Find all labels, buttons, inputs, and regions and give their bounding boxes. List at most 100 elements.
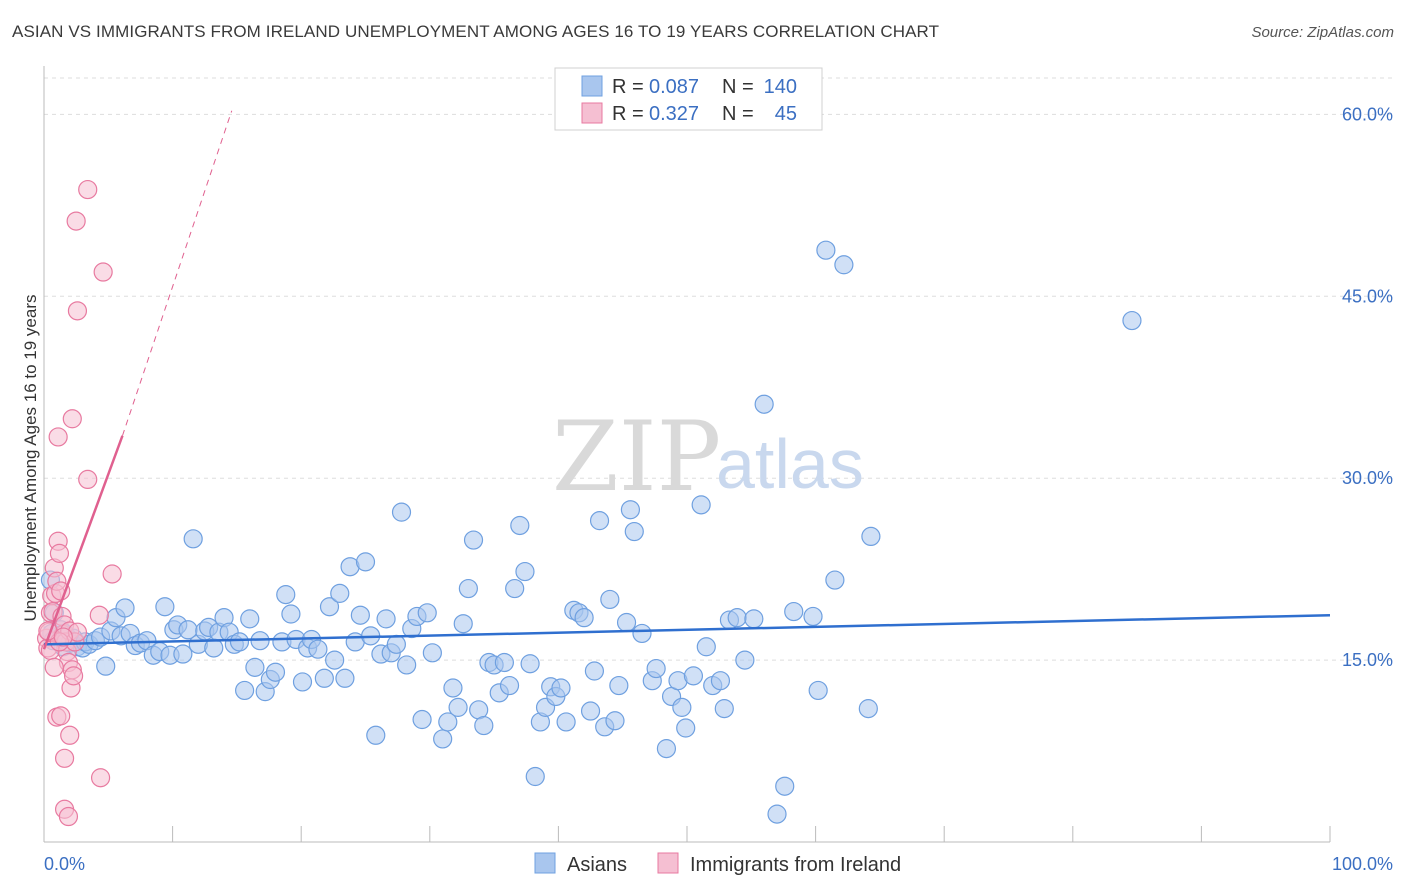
point-asian bbox=[616, 612, 637, 633]
point-asian bbox=[672, 697, 692, 717]
point-asian bbox=[589, 511, 610, 531]
point-asian bbox=[366, 725, 386, 745]
point-asian bbox=[858, 699, 878, 719]
y-tick-label: 45.0% bbox=[1342, 286, 1393, 306]
point-asian bbox=[412, 709, 432, 730]
point-asian bbox=[397, 655, 417, 675]
gridlines bbox=[44, 77, 1393, 661]
point-asian bbox=[314, 668, 334, 688]
point-asian bbox=[173, 644, 193, 664]
point-asian bbox=[580, 701, 601, 721]
point-asian bbox=[556, 712, 576, 732]
legend-r-label-2: R = bbox=[612, 103, 644, 125]
point-ireland bbox=[93, 262, 113, 282]
point-asian bbox=[646, 658, 666, 679]
point-asian bbox=[861, 526, 881, 547]
legend-n-label-2: N = bbox=[722, 103, 754, 125]
point-asian bbox=[510, 515, 530, 536]
series-immigrants-from-ireland bbox=[36, 179, 122, 827]
y-tick-labels: 15.0% 30.0% 45.0% 60.0% bbox=[1342, 104, 1393, 670]
point-asian bbox=[696, 637, 716, 657]
watermark-atlas: atlas bbox=[716, 425, 864, 503]
point-asian bbox=[96, 656, 116, 676]
series-asians bbox=[40, 240, 1142, 824]
point-asian bbox=[632, 623, 652, 644]
point-ireland bbox=[89, 605, 109, 625]
y-tick-label: 60.0% bbox=[1342, 104, 1393, 124]
point-asian bbox=[438, 712, 458, 732]
point-ireland bbox=[102, 564, 122, 584]
point-ireland bbox=[63, 666, 84, 686]
point-asian bbox=[744, 609, 764, 629]
point-asian bbox=[155, 597, 175, 617]
x-tick-label-min: 0.0% bbox=[44, 854, 85, 874]
point-asian bbox=[335, 668, 355, 688]
point-ireland bbox=[60, 725, 80, 745]
legend-n-label-1: N = bbox=[722, 76, 754, 98]
point-asian bbox=[834, 255, 854, 275]
legend-n-value-2: 45 bbox=[775, 103, 797, 125]
point-ireland bbox=[67, 301, 88, 321]
point-ireland bbox=[58, 806, 79, 827]
point-asian bbox=[735, 650, 755, 670]
point-asian bbox=[448, 697, 468, 717]
point-asian bbox=[683, 666, 704, 686]
point-ireland bbox=[49, 543, 70, 563]
point-ireland bbox=[51, 581, 71, 601]
bottom-legend-asians: Asians bbox=[567, 854, 627, 876]
point-asian bbox=[691, 495, 711, 515]
point-asian bbox=[605, 711, 625, 731]
point-ireland bbox=[53, 627, 73, 647]
point-asian bbox=[453, 614, 473, 634]
point-asian bbox=[422, 643, 442, 663]
point-asian bbox=[808, 680, 828, 701]
point-asian bbox=[676, 718, 696, 738]
bottom-legend-swatch-asians bbox=[534, 852, 556, 874]
point-asian bbox=[505, 578, 525, 599]
axes bbox=[43, 66, 1331, 843]
point-asian bbox=[499, 675, 520, 696]
point-asian bbox=[330, 583, 350, 603]
point-asian bbox=[292, 672, 313, 692]
point-asian bbox=[308, 639, 328, 659]
point-ireland bbox=[78, 469, 98, 490]
bottom-legend: Asians Immigrants from Ireland bbox=[534, 852, 901, 876]
x-tick-label-max: 100.0% bbox=[1332, 854, 1393, 874]
point-asian bbox=[710, 671, 731, 691]
legend: R = 0.087 N = 140 R = 0.327 N = 45 bbox=[554, 67, 823, 131]
point-asian bbox=[714, 699, 734, 719]
point-asian bbox=[816, 240, 836, 260]
bottom-legend-ireland: Immigrants from Ireland bbox=[690, 854, 901, 876]
y-tick-label: 15.0% bbox=[1342, 650, 1393, 670]
point-asian bbox=[229, 632, 250, 652]
point-asian bbox=[391, 502, 412, 522]
point-asian bbox=[775, 776, 795, 796]
point-asian bbox=[784, 601, 804, 622]
trend-line-ireland-extension bbox=[121, 110, 233, 436]
y-axis-label: Unemployment Among Ages 16 to 19 years bbox=[21, 295, 40, 622]
legend-r-value-2: 0.327 bbox=[649, 103, 699, 125]
legend-r-value-1: 0.087 bbox=[649, 76, 699, 98]
point-asian bbox=[443, 678, 463, 698]
point-asian bbox=[319, 597, 340, 617]
point-asian bbox=[276, 585, 296, 605]
point-asian bbox=[115, 598, 135, 618]
point-asian bbox=[515, 561, 535, 582]
point-asian bbox=[355, 552, 376, 572]
point-asian bbox=[417, 603, 437, 623]
trend-line-ireland bbox=[42, 435, 124, 650]
watermark-zip: ZIP bbox=[552, 401, 721, 513]
point-asian bbox=[525, 766, 545, 787]
point-asian bbox=[433, 729, 453, 749]
bottom-legend-swatch-ireland bbox=[657, 852, 679, 874]
point-asian bbox=[183, 529, 203, 549]
point-asian bbox=[458, 578, 478, 599]
point-asian bbox=[281, 604, 301, 624]
point-asian bbox=[265, 662, 286, 682]
point-asian bbox=[376, 609, 396, 629]
point-asian bbox=[620, 500, 641, 520]
point-asian bbox=[494, 652, 514, 673]
point-asian bbox=[727, 608, 747, 628]
point-ireland bbox=[90, 768, 111, 788]
